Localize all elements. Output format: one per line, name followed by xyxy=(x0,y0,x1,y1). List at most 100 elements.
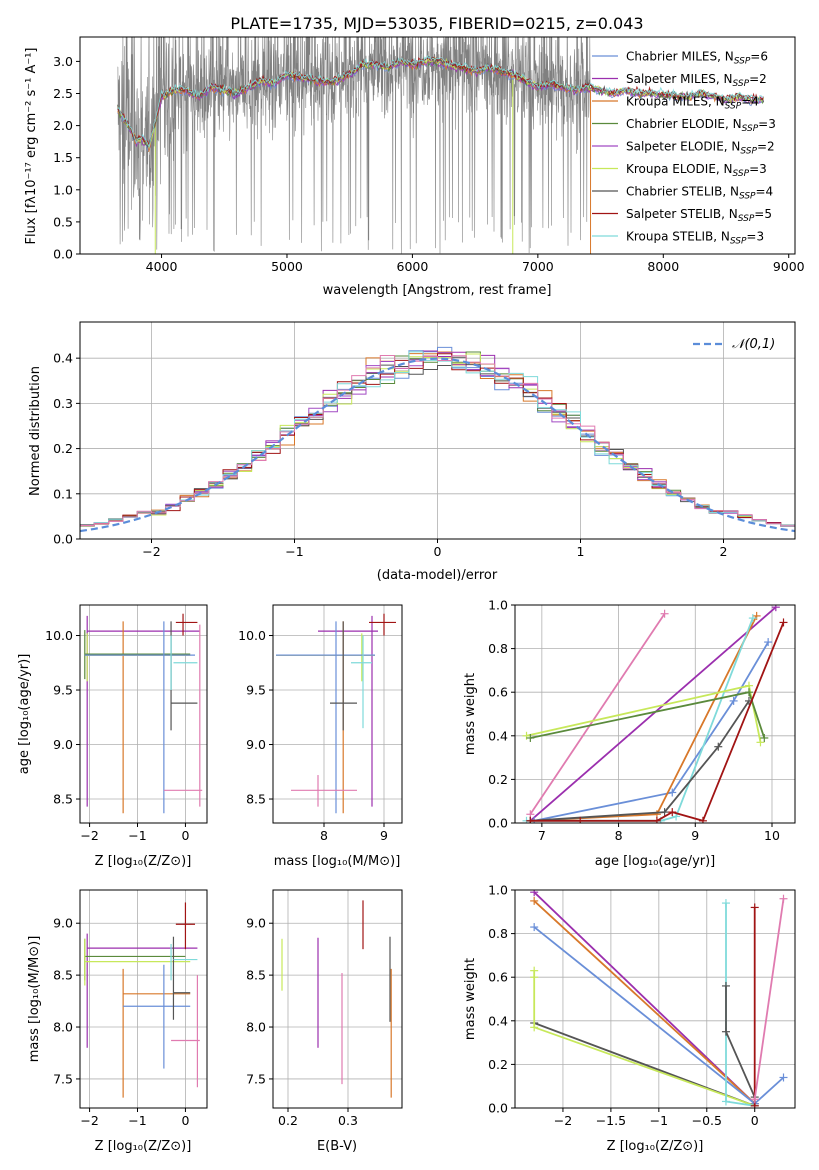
y-tick-label: 0.8 xyxy=(488,926,508,941)
y-tick-label: 0.2 xyxy=(488,1057,508,1072)
axes-frame xyxy=(272,604,403,824)
y-tick-label: 0.4 xyxy=(488,728,508,743)
mass-vs-metallicity-panel: −2 −1 0 7.5 8.0 8.5 9.0 Z [log₁₀(Z/Z⊙)] mass [lo… xyxy=(27,889,208,1154)
y-tick-label: 7.5 xyxy=(246,1071,266,1086)
y-axis-label: mass weight xyxy=(463,958,478,1040)
legend-label: Kroupa STELIB, NSSP=3 xyxy=(626,230,764,247)
plot-area xyxy=(117,37,765,254)
weight-line xyxy=(753,898,785,1100)
legend-label: Chabrier STELIB, NSSP=4 xyxy=(626,185,773,202)
x-tick-label: 4000 xyxy=(146,259,178,274)
weight-vs-age-panel: 7 8 9 10 0.0 0.2 0.4 0.6 0.8 1.0 age [log₁₀(age/yr… xyxy=(463,598,796,869)
x-tick-label: 8000 xyxy=(647,259,679,274)
y-tick-label: 9.0 xyxy=(53,737,73,752)
x-tick-label: 9000 xyxy=(773,259,805,274)
weight-line xyxy=(530,622,785,822)
y-tick-label: 0.8 xyxy=(488,641,508,656)
y-tick-label: 0.0 xyxy=(53,532,73,547)
x-tick-label: 0 xyxy=(751,1113,759,1128)
plot-area xyxy=(84,613,203,814)
plot-area xyxy=(276,613,396,814)
y-tick-label: 0.5 xyxy=(53,214,73,229)
x-axis-label: Z [log₁₀(Z/Z⊙)] xyxy=(95,1139,192,1154)
weight-line xyxy=(529,613,666,815)
axes-frame xyxy=(272,889,403,1109)
weight-line xyxy=(529,606,777,822)
residuals-panel: −2 −1 0 1 2 0.0 0.1 0.2 0.3 0.4 𝒩(0,1) (data-model)… xyxy=(28,321,796,583)
age-vs-mass-panel: 8 9 8.5 9.0 9.5 10.0 mass [log₁₀(M/M⊙)] xyxy=(238,604,403,869)
weight-line xyxy=(533,970,756,1107)
y-tick-label: 10.0 xyxy=(238,628,266,643)
plot-area xyxy=(522,605,788,823)
x-tick-label: 1 xyxy=(577,544,585,559)
y-tick-label: 8.5 xyxy=(246,792,266,807)
plot-area xyxy=(281,900,392,1098)
y-tick-label: 0.4 xyxy=(53,351,73,366)
y-tick-label: 10.0 xyxy=(45,628,73,643)
legend-label: Kroupa ELODIE, NSSP=3 xyxy=(626,162,767,179)
legend-label: Salpeter ELODIE, NSSP=2 xyxy=(626,140,775,157)
y-axis-label: mass weight xyxy=(463,673,478,755)
axes-frame xyxy=(79,889,208,1109)
x-tick-label: 7 xyxy=(538,828,546,843)
normal-curve xyxy=(80,357,795,533)
x-tick-label: 0.3 xyxy=(338,1113,358,1128)
legend-label: Chabrier MILES, NSSP=6 xyxy=(626,50,768,67)
axes-frame xyxy=(514,889,796,1109)
y-axis-label: age [log₁₀(age/yr)] xyxy=(17,654,32,775)
y-tick-label: 0.6 xyxy=(488,685,508,700)
axes-frame xyxy=(79,604,208,824)
x-tick-label: −1 xyxy=(128,828,146,843)
x-tick-label: −2 xyxy=(554,1113,572,1128)
y-axis-label: Normed distribution xyxy=(28,366,43,496)
x-axis-label: Z [log₁₀(Z/Z⊙)] xyxy=(95,854,192,869)
x-tick-label: 0 xyxy=(181,828,189,843)
spectrum-panel: 4000 5000 6000 7000 8000 9000 0.0 0.5 1.0 1.5 2.0 2… xyxy=(24,36,805,298)
x-tick-label: 10 xyxy=(764,828,780,843)
y-tick-label: 0.2 xyxy=(488,772,508,787)
y-tick-label: 0.6 xyxy=(488,970,508,985)
age-vs-metallicity-panel: −2 −1 0 8.5 9.0 9.5 10.0 Z [log₁₀(Z/Z⊙)] age [lo… xyxy=(17,604,208,869)
x-axis-label: mass [log₁₀(M/M⊙)] xyxy=(274,854,401,869)
y-tick-label: 9.5 xyxy=(246,683,266,698)
y-axis-label: mass [log₁₀(M/M⊙)] xyxy=(27,936,42,1063)
observed-spectrum xyxy=(117,37,591,254)
x-tick-label: −1.5 xyxy=(596,1113,626,1128)
x-axis-label: wavelength [Angstrom, rest frame] xyxy=(323,283,552,298)
y-tick-label: 3.0 xyxy=(53,54,73,69)
y-tick-label: 1.0 xyxy=(488,598,508,613)
y-tick-label: 0.1 xyxy=(53,486,73,501)
y-tick-label: 1.0 xyxy=(53,182,73,197)
plot-area xyxy=(530,890,788,1108)
y-tick-label: 1.5 xyxy=(53,150,73,165)
x-axis-label: Z [log₁₀(Z/Z⊙)] xyxy=(607,1139,704,1154)
y-tick-label: 2.0 xyxy=(53,118,73,133)
weight-vs-metallicity-panel: −2 −1.5 −1 −0.5 0 0.0 0.2 0.4 0.6 0.8 1.0 Z [log₁₀(… xyxy=(463,883,796,1154)
x-tick-label: −2 xyxy=(80,828,98,843)
y-tick-label: 0.0 xyxy=(53,247,73,262)
y-tick-label: 9.0 xyxy=(246,916,266,931)
y-tick-label: 2.5 xyxy=(53,86,73,101)
y-tick-label: 0.0 xyxy=(488,816,508,831)
legend-label: 𝒩(0,1) xyxy=(732,337,775,352)
y-tick-label: 8.5 xyxy=(53,792,73,807)
plot-area xyxy=(84,902,200,1098)
x-tick-label: −1 xyxy=(128,1113,146,1128)
model-spectrum-line xyxy=(117,60,764,150)
x-tick-label: 9 xyxy=(380,828,388,843)
x-tick-label: 8 xyxy=(615,828,623,843)
x-tick-label: −0.5 xyxy=(692,1113,722,1128)
y-tick-label: 0.0 xyxy=(488,1101,508,1116)
legend-label: Salpeter MILES, NSSP=2 xyxy=(626,72,767,89)
x-tick-label: −1 xyxy=(285,544,303,559)
y-tick-label: 8.5 xyxy=(246,968,266,983)
x-tick-label: 9 xyxy=(691,828,699,843)
x-tick-label: 0 xyxy=(434,544,442,559)
weight-line xyxy=(530,700,750,822)
axes-frame xyxy=(79,36,796,255)
legend-label: Chabrier ELODIE, NSSP=3 xyxy=(626,117,776,134)
x-tick-label: 0 xyxy=(181,1113,189,1128)
y-tick-label: 9.0 xyxy=(246,737,266,752)
x-tick-label: 2 xyxy=(720,544,728,559)
